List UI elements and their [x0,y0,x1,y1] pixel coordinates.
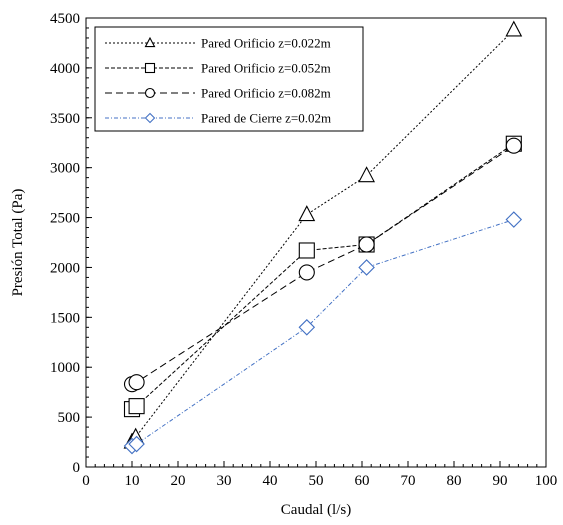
legend-label: Pared Orificio z=0.082m [201,86,331,101]
circle-marker [505,137,522,154]
x-tick-label: 90 [493,473,508,489]
circle-marker [358,236,375,253]
x-tick-label: 80 [447,473,462,489]
legend: Pared Orificio z=0.022m Pared Orificio z=… [94,26,364,132]
legend-entry: Pared Orificio z=0.082m [105,86,331,101]
y-axis-title: Presión Total (Pa) [10,189,26,297]
triangle-marker [505,20,523,37]
x-tick-label: 20 [171,473,186,489]
series-line [131,143,515,410]
y-tick-label: 3000 [50,161,80,177]
diamond-marker [144,112,156,124]
legend-box [94,26,364,132]
triangle-marker [144,36,156,48]
series-line [131,219,514,447]
y-tick-label: 3500 [50,111,80,127]
square-marker [144,62,156,74]
x-tick-label: 50 [309,473,324,489]
circle-marker [298,264,315,281]
x-tick-label: 0 [82,473,90,489]
circle-marker [144,87,156,99]
legend-entry: Pared de Cierre z=0.02m [105,111,331,126]
square-marker [298,242,315,259]
y-tick-label: 4000 [50,61,80,77]
diamond-marker [128,435,145,453]
square-marker [128,398,145,415]
x-tick-label: 30 [217,473,232,489]
y-tick-label: 500 [58,410,81,426]
y-tick-label: 4500 [50,11,80,27]
legend-entry: Pared Orificio z=0.022m [105,36,331,51]
x-axis-title: Caudal (l/s) [281,502,351,518]
y-tick-label: 1500 [50,310,80,326]
y-tick-label: 0 [73,460,81,476]
y-tick-label: 2500 [50,211,80,227]
diamond-marker [505,211,523,228]
series-4 [123,211,523,455]
series-line [131,145,515,385]
x-tick-label: 100 [535,473,558,489]
triangle-marker [298,205,316,222]
y-tick-label: 2000 [50,260,80,276]
y-tick-label: 1000 [50,360,80,376]
legend-entry: Pared Orificio z=0.052m [105,61,331,76]
circle-marker [128,374,145,391]
x-tick-label: 70 [401,473,416,489]
diamond-marker [358,259,375,276]
legend-label: Pared Orificio z=0.022m [201,36,331,51]
x-tick-label: 60 [355,473,370,489]
series-3 [123,137,522,393]
axes: 0 10 20 30 40 50 60 70 80 90 100050010001500200025… [10,11,557,518]
triangle-marker [358,166,376,183]
diamond-marker [298,319,316,336]
x-tick-label: 10 [125,473,140,489]
legend-label: Pared Orificio z=0.052m [201,61,331,76]
legend-label: Pared de Cierre z=0.02m [201,111,331,126]
x-tick-label: 40 [263,473,278,489]
series-layer [123,20,523,455]
